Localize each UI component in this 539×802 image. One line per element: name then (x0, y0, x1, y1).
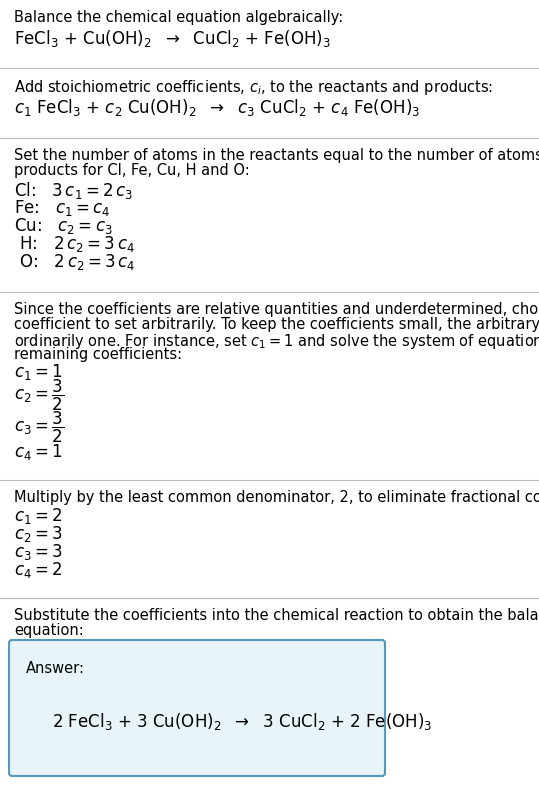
Text: equation:: equation: (14, 623, 84, 638)
Text: Substitute the coefficients into the chemical reaction to obtain the balanced: Substitute the coefficients into the che… (14, 608, 539, 623)
Text: $c_1$ FeCl$_3$ + $c_2$ Cu(OH)$_2$  $\rightarrow$  $c_3$ CuCl$_2$ + $c_4$ Fe(OH)$: $c_1$ FeCl$_3$ + $c_2$ Cu(OH)$_2$ $\righ… (14, 97, 420, 118)
Text: Since the coefficients are relative quantities and underdetermined, choose a: Since the coefficients are relative quan… (14, 302, 539, 317)
Text: 2 FeCl$_3$ + 3 Cu(OH)$_2$  $\rightarrow$  3 CuCl$_2$ + 2 Fe(OH)$_3$: 2 FeCl$_3$ + 3 Cu(OH)$_2$ $\rightarrow$ … (52, 711, 432, 732)
Text: $c_3 = 3$: $c_3 = 3$ (14, 542, 63, 562)
Text: Add stoichiometric coefficients, $c_i$, to the reactants and products:: Add stoichiometric coefficients, $c_i$, … (14, 78, 493, 97)
FancyBboxPatch shape (9, 640, 385, 776)
Text: Cu:   $c_2 = c_3$: Cu: $c_2 = c_3$ (14, 216, 113, 236)
Text: remaining coefficients:: remaining coefficients: (14, 347, 182, 362)
Text: products for Cl, Fe, Cu, H and O:: products for Cl, Fe, Cu, H and O: (14, 163, 250, 178)
Text: $c_4 = 1$: $c_4 = 1$ (14, 442, 63, 462)
Text: Balance the chemical equation algebraically:: Balance the chemical equation algebraica… (14, 10, 343, 25)
Text: H:   $2\,c_2 = 3\,c_4$: H: $2\,c_2 = 3\,c_4$ (14, 234, 135, 254)
Text: ordinarily one. For instance, set $c_1 = 1$ and solve the system of equations fo: ordinarily one. For instance, set $c_1 =… (14, 332, 539, 351)
Text: coefficient to set arbitrarily. To keep the coefficients small, the arbitrary va: coefficient to set arbitrarily. To keep … (14, 317, 539, 332)
Text: Fe:   $c_1 = c_4$: Fe: $c_1 = c_4$ (14, 198, 110, 218)
Text: Multiply by the least common denominator, 2, to eliminate fractional coefficient: Multiply by the least common denominator… (14, 490, 539, 505)
Text: Answer:: Answer: (26, 661, 85, 676)
Text: $c_2 = 3$: $c_2 = 3$ (14, 524, 63, 544)
Text: $c_2 = \dfrac{3}{2}$: $c_2 = \dfrac{3}{2}$ (14, 378, 64, 413)
Text: $c_1 = 1$: $c_1 = 1$ (14, 362, 63, 382)
Text: Set the number of atoms in the reactants equal to the number of atoms in the: Set the number of atoms in the reactants… (14, 148, 539, 163)
Text: $c_1 = 2$: $c_1 = 2$ (14, 506, 63, 526)
Text: O:   $2\,c_2 = 3\,c_4$: O: $2\,c_2 = 3\,c_4$ (14, 252, 136, 272)
Text: $c_3 = \dfrac{3}{2}$: $c_3 = \dfrac{3}{2}$ (14, 410, 64, 445)
Text: $c_4 = 2$: $c_4 = 2$ (14, 560, 63, 580)
Text: Cl:   $3\,c_1 = 2\,c_3$: Cl: $3\,c_1 = 2\,c_3$ (14, 180, 133, 201)
Text: FeCl$_3$ + Cu(OH)$_2$  $\rightarrow$  CuCl$_2$ + Fe(OH)$_3$: FeCl$_3$ + Cu(OH)$_2$ $\rightarrow$ CuCl… (14, 28, 331, 49)
